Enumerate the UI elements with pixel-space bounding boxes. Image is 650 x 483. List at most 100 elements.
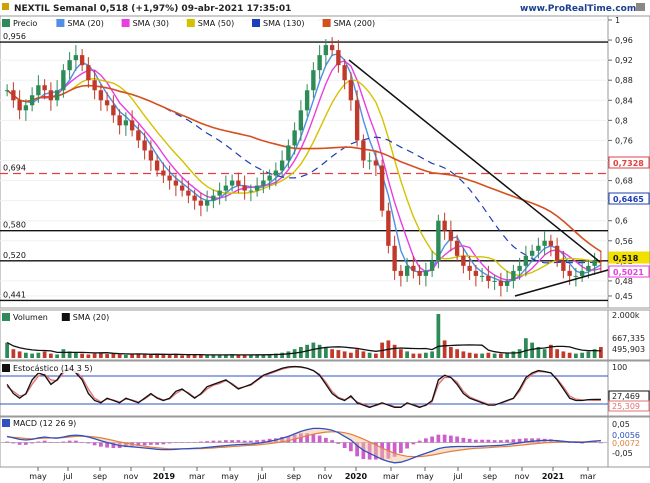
macd-hist-bar xyxy=(349,442,353,452)
x-axis: may jul sep nov 2019 mar may jul sep nov 2020 mar ma… xyxy=(29,467,597,481)
candle-up xyxy=(29,95,35,106)
x-tick-label: mar xyxy=(383,472,400,481)
volume-bar xyxy=(74,352,78,358)
candle-up xyxy=(479,275,485,277)
volume-bar xyxy=(192,354,197,358)
x-tick-label: may xyxy=(221,472,239,481)
volume-bar xyxy=(36,352,41,358)
macd-hist-bar xyxy=(49,442,53,443)
stochastic-badge-box xyxy=(608,400,650,412)
volume-bar xyxy=(399,349,403,358)
volume-bar xyxy=(117,354,122,358)
candle-down xyxy=(461,255,466,266)
volume-bar xyxy=(242,354,247,358)
legend-bg xyxy=(11,418,95,428)
macd-hist-bar xyxy=(342,442,347,449)
macd-hist-bar xyxy=(111,442,116,449)
legend-label: SMA (20) xyxy=(73,313,109,322)
volume-bar xyxy=(461,351,466,358)
volume-bar xyxy=(311,342,316,358)
settings-icon[interactable] xyxy=(636,3,645,11)
legend-bg xyxy=(331,18,389,28)
x-tick-label: may xyxy=(416,472,434,481)
x-tick-label: 2021 xyxy=(542,472,565,481)
macd-hist-bar xyxy=(105,442,109,448)
candle-down xyxy=(598,260,604,262)
macd-hist-bar xyxy=(461,437,466,443)
volume-bar xyxy=(417,353,422,358)
sma-130-line xyxy=(6,84,602,265)
volume-bar xyxy=(161,354,166,358)
macd-hist-bar xyxy=(192,442,197,443)
macd-hist-bar xyxy=(74,440,78,443)
volume-bar xyxy=(5,342,9,358)
trend-line-lower xyxy=(514,269,609,297)
candle-up xyxy=(586,265,591,271)
price-tick-label: 0,96 xyxy=(615,36,633,45)
price-left-level-labels: 0,956 0,694 0,580 0,520 0,441 xyxy=(3,32,26,299)
macd-hist-bar xyxy=(211,440,216,443)
macd-hist-bar xyxy=(155,442,159,445)
volume-bar xyxy=(586,351,591,358)
candle-down xyxy=(42,85,47,91)
volume-bar xyxy=(42,351,47,358)
candle-up xyxy=(304,90,310,111)
volume-bar xyxy=(574,353,578,358)
candle-down xyxy=(117,115,122,126)
candle-down xyxy=(473,270,479,276)
macd-hist-bar xyxy=(80,442,84,443)
legend-label: MACD (12 26 9) xyxy=(13,419,76,428)
macd-hist-bar xyxy=(449,435,453,443)
candle-down xyxy=(361,140,366,161)
macd-hist-bar xyxy=(486,439,491,443)
macd-hist-bar xyxy=(136,442,141,446)
watermark[interactable]: www.ProRealTime.com xyxy=(520,4,636,14)
x-tick-label: 2020 xyxy=(345,472,368,481)
price-tick-label: 0,6 xyxy=(615,217,628,226)
candle-up xyxy=(279,160,285,171)
candle-down xyxy=(17,100,22,111)
volume-bar xyxy=(424,352,428,358)
candle-down xyxy=(454,240,460,256)
candle-up xyxy=(523,255,529,266)
volume-bar xyxy=(49,353,53,358)
price-level-label: 0,694 xyxy=(3,164,26,173)
candle-up xyxy=(536,245,541,251)
volume-bar xyxy=(142,354,147,358)
candle-down xyxy=(348,80,354,101)
macd-hist-bar xyxy=(599,442,603,444)
candle-up xyxy=(123,120,129,126)
legend-swatch xyxy=(186,19,195,27)
volume-bar xyxy=(342,351,347,358)
x-tick-label: nov xyxy=(124,472,139,481)
macd-hist-bar xyxy=(11,442,16,444)
macd-hist-bar xyxy=(36,441,41,443)
macd-signal-line xyxy=(7,431,602,458)
volume-bar xyxy=(149,354,153,358)
candle-down xyxy=(236,180,241,186)
candle-down xyxy=(561,260,566,271)
macd-hist-bar xyxy=(55,442,59,443)
candle-up xyxy=(54,90,60,101)
volume-bar xyxy=(374,353,378,358)
price-right-badges: 0,7328 0,6465 0,518 0,5021 xyxy=(608,156,650,278)
price-level-label: 0,441 xyxy=(3,290,26,299)
volume-bar xyxy=(124,354,128,358)
macd-hist-bar xyxy=(255,440,259,443)
lock-icon[interactable] xyxy=(2,3,9,10)
legend-label: SMA (30) xyxy=(133,19,169,28)
legend-swatch xyxy=(252,19,260,27)
candle-down xyxy=(467,265,472,271)
macd-hist-bar xyxy=(149,442,153,445)
volume-bar xyxy=(330,349,334,358)
volume-bar xyxy=(255,354,259,358)
candle-down xyxy=(98,90,104,101)
macd-hist-bar xyxy=(505,439,509,443)
macd-hist-bar xyxy=(417,440,422,443)
volume-bar xyxy=(336,350,341,358)
sma-200-line xyxy=(6,84,602,253)
candle-up xyxy=(504,280,510,286)
volume-bar xyxy=(249,354,253,358)
stochastic-right-label: 25,309 xyxy=(612,402,640,411)
